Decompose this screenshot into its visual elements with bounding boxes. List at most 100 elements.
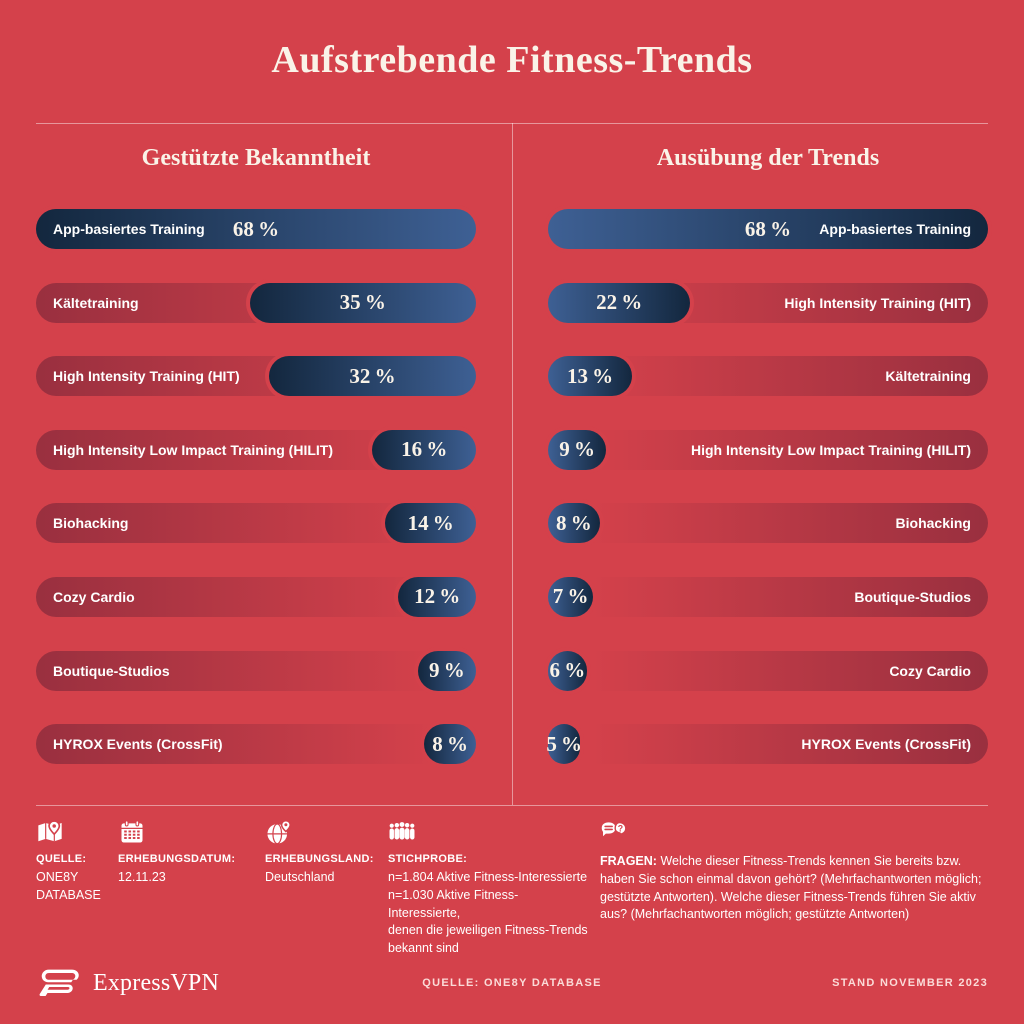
chart-practice-title: Ausübung der Trends xyxy=(656,145,880,171)
bar-row: 12 % Cozy Cardio xyxy=(36,576,476,617)
meta-item: STICHPROBE: n=1.804 Aktive Fitness-Intere… xyxy=(388,818,588,958)
bar-value: 14 % xyxy=(407,510,454,535)
people-icon xyxy=(388,818,588,846)
bar-row: 6 % Cozy Cardio xyxy=(548,650,988,691)
bar-label: Biohacking xyxy=(53,515,129,532)
bar-track xyxy=(548,503,988,544)
bar-fill: 6 % xyxy=(548,650,587,691)
meta-item: ? FRAGEN: Welche dieser Fitness-Trends ke… xyxy=(600,818,988,958)
expressvpn-logo-icon xyxy=(39,969,79,997)
bar-fill: 7 % xyxy=(548,576,594,617)
chart-practice-bars: 68 % App-basiertes Training 22 % High Inten… xyxy=(546,209,988,798)
bottom-bar: ExpressVPN QUELLE: ONE8Y DATABASE STAND … xyxy=(36,952,988,1014)
bar-value: 8 % xyxy=(432,731,468,756)
bar-label: HYROX Events (CrossFit) xyxy=(53,736,223,753)
bar-track xyxy=(36,650,476,691)
bar-row: 13 % Kältetraining xyxy=(548,356,988,397)
bar-value: 68 % xyxy=(744,216,792,241)
bar-fill: 9 % xyxy=(548,429,607,470)
map-pin-icon xyxy=(36,818,106,846)
brand-name: ExpressVPN xyxy=(93,969,219,996)
bar-fill: 32 % xyxy=(268,356,476,397)
meta-label: STICHPROBE: xyxy=(388,853,468,865)
bar-value: 12 % xyxy=(414,584,461,609)
meta-text: 12.11.23 xyxy=(118,870,166,884)
chart-awareness-bars: 68 % App-basiertes Training 35 % Kältetrain… xyxy=(36,209,476,798)
bar-row: 5 % HYROX Events (CrossFit) xyxy=(546,724,988,765)
bar-value: 6 % xyxy=(549,658,586,683)
bar-row: 9 % High Intensity Low Impact Training (H… xyxy=(548,429,988,470)
bar-row: 8 % HYROX Events (CrossFit) xyxy=(36,724,476,765)
meta-item: ERHEBUNGSLAND: Deutschland xyxy=(265,818,376,958)
bar-value: 16 % xyxy=(401,437,448,462)
bar-fill: 8 % xyxy=(424,724,476,765)
bar-track xyxy=(548,724,988,765)
bar-label: Boutique-Studios xyxy=(854,588,971,605)
meta-label: FRAGEN: xyxy=(600,854,657,868)
bar-value: 13 % xyxy=(566,363,614,388)
column-divider xyxy=(512,123,513,805)
bar-label: High Intensity Low Impact Training (HILI… xyxy=(691,441,971,458)
bar-track xyxy=(548,650,988,691)
bar-row: 9 % Boutique-Studios xyxy=(36,650,476,691)
meta-label: ERHEBUNGSDATUM: xyxy=(118,853,236,865)
meta-text: Deutschland xyxy=(265,870,335,884)
chart-awareness-title: Gestützte Bekanntheit xyxy=(141,145,371,171)
bar-row: 68 % App-basiertes Training xyxy=(548,209,988,249)
bar-fill: 16 % xyxy=(372,429,476,470)
bar-fill: 68 % xyxy=(548,209,988,249)
bottom-source: QUELLE: ONE8Y DATABASE xyxy=(422,977,602,989)
bar-value: 32 % xyxy=(349,363,396,388)
chart-practice: Ausübung der Trends 68 % App-basiertes Tr… xyxy=(546,123,988,805)
bar-row: 22 % High Intensity Training (HIT) xyxy=(548,282,988,323)
bar-row: 32 % High Intensity Training (HIT) xyxy=(36,356,476,397)
meta-item: ERHEBUNGSDATUM: 12.11.23 xyxy=(118,818,253,958)
bar-row: 14 % Biohacking xyxy=(36,503,476,544)
bar-label: High Intensity Training (HIT) xyxy=(53,368,240,385)
svg-text:?: ? xyxy=(618,824,623,834)
bottom-rule xyxy=(36,805,988,806)
bar-label: Kältetraining xyxy=(53,294,139,311)
bar-label: Kältetraining xyxy=(885,368,971,385)
bar-row: 68 % App-basiertes Training xyxy=(36,209,476,249)
bar-label: Cozy Cardio xyxy=(53,588,135,605)
bar-label: Biohacking xyxy=(895,515,971,532)
bar-label: HYROX Events (CrossFit) xyxy=(801,736,971,753)
bar-value: 5 % xyxy=(546,731,583,756)
chart-awareness: Gestützte Bekanntheit 68 % App-basiertes … xyxy=(36,123,476,805)
bar-fill: 5 % xyxy=(546,724,583,765)
bar-value: 22 % xyxy=(596,290,643,315)
bar-label: App-basiertes Training xyxy=(819,221,971,237)
bar-value: 7 % xyxy=(552,584,589,609)
chat-question-icon: ? xyxy=(600,818,988,846)
calendar-icon xyxy=(118,818,253,846)
meta-label: QUELLE: xyxy=(36,853,87,865)
meta-row: QUELLE: ONE8Y DATABASE ERHEBUNGSDATUM: 12.11… xyxy=(36,818,988,958)
bar-fill: 12 % xyxy=(398,576,476,617)
bar-value: 68 % xyxy=(232,216,280,241)
globe-pin-icon xyxy=(265,818,376,846)
bar-value: 8 % xyxy=(556,510,592,535)
bar-fill: 14 % xyxy=(385,503,476,544)
bar-row: 35 % Kältetraining xyxy=(36,282,476,323)
bar-track xyxy=(548,429,988,470)
bar-fill: 9 % xyxy=(417,650,476,691)
meta-text: ONE8Y DATABASE xyxy=(36,870,101,902)
bar-fill: 13 % xyxy=(548,356,633,397)
bar-row: 16 % High Intensity Low Impact Training (… xyxy=(36,429,476,470)
bar-fill: 8 % xyxy=(548,503,600,544)
bar-label: App-basiertes Training xyxy=(53,221,205,237)
bar-fill: 68 % xyxy=(36,209,476,249)
meta-text: n=1.804 Aktive Fitness-Interessierte n=1.… xyxy=(388,870,588,955)
meta-item: QUELLE: ONE8Y DATABASE xyxy=(36,818,106,958)
bar-fill: 35 % xyxy=(249,282,476,323)
bar-value: 9 % xyxy=(559,437,595,462)
brand: ExpressVPN xyxy=(36,965,219,1001)
bar-value: 9 % xyxy=(429,658,465,683)
bar-label: Cozy Cardio xyxy=(889,662,971,679)
bar-fill: 22 % xyxy=(548,282,691,323)
top-rule xyxy=(36,123,988,124)
bar-label: High Intensity Training (HIT) xyxy=(784,294,971,311)
meta-label: ERHEBUNGSLAND: xyxy=(265,853,374,865)
